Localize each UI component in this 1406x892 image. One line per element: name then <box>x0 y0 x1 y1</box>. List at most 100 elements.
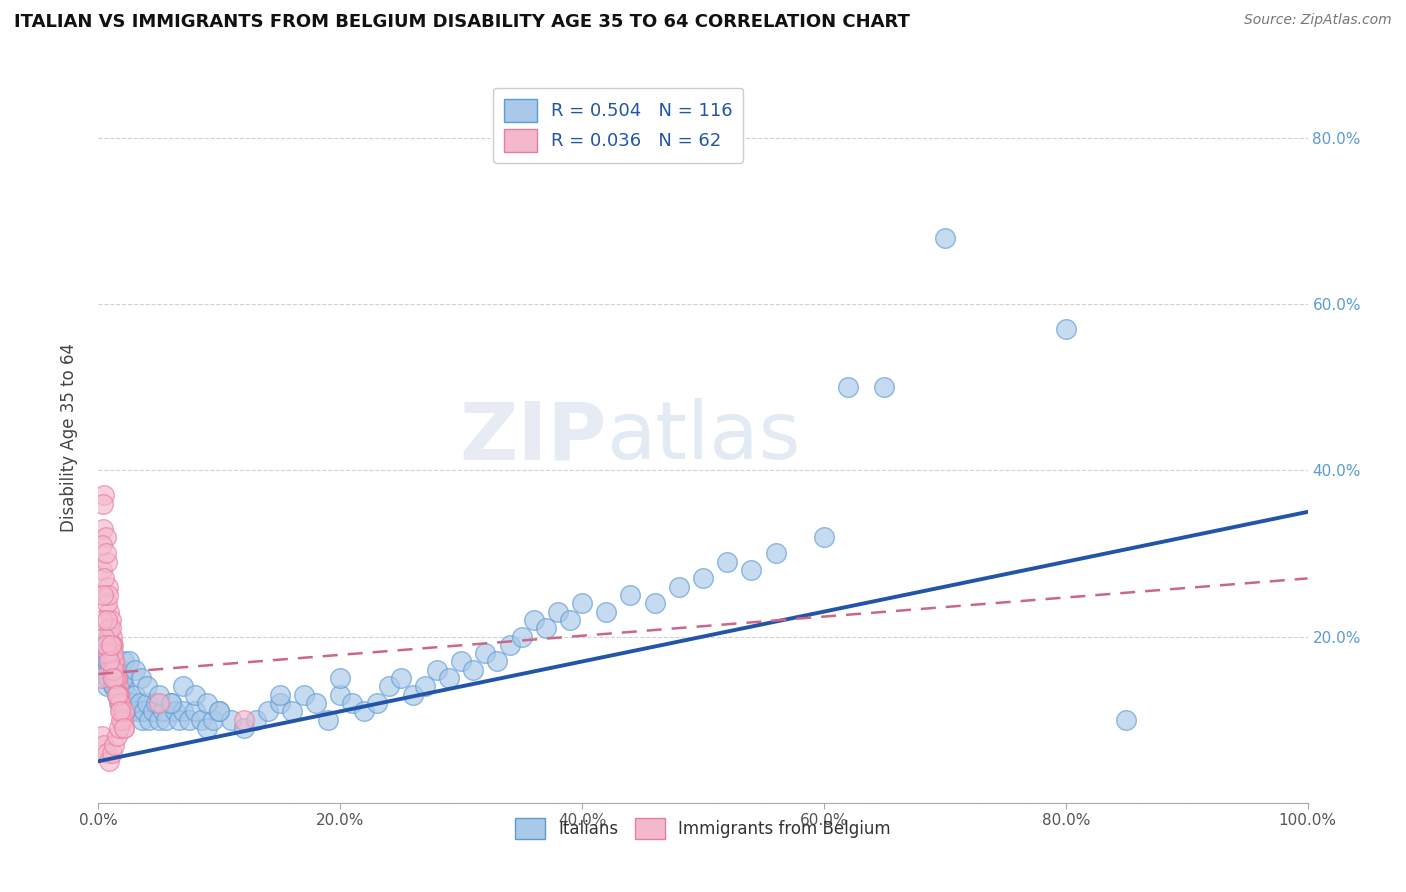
Point <box>124 663 146 677</box>
Point <box>389 671 412 685</box>
Point <box>129 671 152 685</box>
Point <box>142 705 165 719</box>
Point <box>329 671 352 685</box>
Point <box>450 655 472 669</box>
Point <box>107 688 129 702</box>
Point <box>160 696 183 710</box>
Point <box>112 655 135 669</box>
Point <box>91 613 114 627</box>
Point <box>128 696 150 710</box>
Point <box>152 705 174 719</box>
Point <box>837 380 859 394</box>
Point <box>90 671 112 685</box>
Point <box>108 696 131 710</box>
Point <box>135 696 157 710</box>
Point <box>112 680 135 694</box>
Point <box>366 696 388 710</box>
Point <box>190 713 212 727</box>
Point <box>179 713 201 727</box>
Point <box>93 646 115 660</box>
Point <box>105 663 128 677</box>
Point <box>329 688 352 702</box>
Point <box>127 705 149 719</box>
Point <box>104 671 127 685</box>
Point <box>98 621 121 635</box>
Point <box>91 563 114 577</box>
Point <box>93 488 115 502</box>
Point <box>135 680 157 694</box>
Point <box>169 713 191 727</box>
Point <box>91 655 114 669</box>
Point <box>934 230 956 244</box>
Point <box>110 705 132 719</box>
Point <box>97 671 120 685</box>
Point <box>108 696 131 710</box>
Point <box>103 655 125 669</box>
Point <box>94 546 117 560</box>
Point <box>131 713 153 727</box>
Point <box>619 588 641 602</box>
Point <box>107 688 129 702</box>
Point <box>172 680 194 694</box>
Point <box>437 671 460 685</box>
Point <box>100 746 122 760</box>
Point <box>94 663 117 677</box>
Point <box>292 688 315 702</box>
Point <box>100 671 122 685</box>
Point <box>111 713 134 727</box>
Point <box>486 655 509 669</box>
Point <box>195 696 218 710</box>
Point <box>221 713 243 727</box>
Point <box>93 738 115 752</box>
Point <box>121 696 143 710</box>
Point <box>93 571 115 585</box>
Point <box>105 688 128 702</box>
Point <box>463 663 485 677</box>
Point <box>668 580 690 594</box>
Point <box>105 671 128 685</box>
Point <box>269 696 291 710</box>
Point <box>316 713 339 727</box>
Point <box>208 705 231 719</box>
Point <box>101 663 124 677</box>
Point <box>413 680 436 694</box>
Text: ZIP: ZIP <box>458 398 606 476</box>
Point <box>98 605 121 619</box>
Point <box>256 705 278 719</box>
Point <box>100 630 122 644</box>
Point <box>124 688 146 702</box>
Point <box>644 596 666 610</box>
Point <box>595 605 617 619</box>
Point <box>1054 322 1077 336</box>
Y-axis label: Disability Age 35 to 64: Disability Age 35 to 64 <box>59 343 77 532</box>
Point <box>110 713 132 727</box>
Point <box>118 655 141 669</box>
Point <box>108 721 131 735</box>
Point <box>104 663 127 677</box>
Point <box>91 638 114 652</box>
Point <box>138 713 160 727</box>
Point <box>474 646 496 660</box>
Point <box>208 705 231 719</box>
Point <box>98 655 121 669</box>
Point <box>100 613 122 627</box>
Point <box>377 680 399 694</box>
Point <box>91 588 114 602</box>
Point <box>105 729 128 743</box>
Point <box>111 713 134 727</box>
Text: atlas: atlas <box>606 398 800 476</box>
Point <box>91 663 114 677</box>
Point <box>108 671 131 685</box>
Point <box>94 638 117 652</box>
Point <box>1115 713 1137 727</box>
Point <box>111 671 134 685</box>
Point <box>118 705 141 719</box>
Point <box>148 713 170 727</box>
Point <box>103 738 125 752</box>
Point <box>281 705 304 719</box>
Text: Source: ZipAtlas.com: Source: ZipAtlas.com <box>1244 13 1392 28</box>
Point <box>100 638 122 652</box>
Legend: Italians, Immigrants from Belgium: Italians, Immigrants from Belgium <box>509 811 897 846</box>
Point <box>108 696 131 710</box>
Point <box>353 705 375 719</box>
